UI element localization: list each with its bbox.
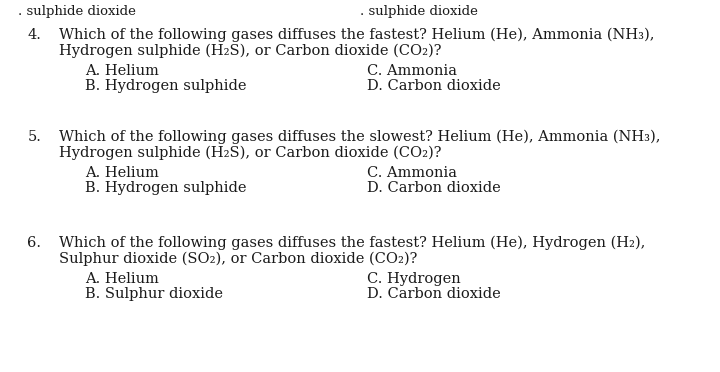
Text: . sulphide dioxide: . sulphide dioxide [360,5,478,18]
Text: Sulphur dioxide (SO₂), or Carbon dioxide (CO₂)?: Sulphur dioxide (SO₂), or Carbon dioxide… [59,252,418,266]
Text: B. Hydrogen sulphide: B. Hydrogen sulphide [85,181,246,195]
Text: C. Ammonia: C. Ammonia [367,166,457,180]
Text: A. Helium: A. Helium [85,166,159,180]
Text: Which of the following gases diffuses the fastest? Helium (He), Hydrogen (H₂),: Which of the following gases diffuses th… [59,236,645,250]
Text: B. Sulphur dioxide: B. Sulphur dioxide [85,287,223,301]
Text: Hydrogen sulphide (H₂S), or Carbon dioxide (CO₂)?: Hydrogen sulphide (H₂S), or Carbon dioxi… [59,146,441,160]
Text: B. Hydrogen sulphide: B. Hydrogen sulphide [85,79,246,93]
Text: D. Carbon dioxide: D. Carbon dioxide [367,79,501,93]
Text: C. Ammonia: C. Ammonia [367,64,457,78]
Text: C. Hydrogen: C. Hydrogen [367,272,461,286]
Text: D. Carbon dioxide: D. Carbon dioxide [367,181,501,195]
Text: Hydrogen sulphide (H₂S), or Carbon dioxide (CO₂)?: Hydrogen sulphide (H₂S), or Carbon dioxi… [59,44,441,58]
Text: Which of the following gases diffuses the slowest? Helium (He), Ammonia (NH₃),: Which of the following gases diffuses th… [59,130,660,144]
Text: . sulphide dioxide: . sulphide dioxide [18,5,136,18]
Text: 4.: 4. [27,28,41,42]
Text: 6.: 6. [27,236,41,250]
Text: D. Carbon dioxide: D. Carbon dioxide [367,287,501,301]
Text: A. Helium: A. Helium [85,272,159,286]
Text: 5.: 5. [27,130,41,144]
Text: Which of the following gases diffuses the fastest? Helium (He), Ammonia (NH₃),: Which of the following gases diffuses th… [59,28,654,42]
Text: A. Helium: A. Helium [85,64,159,78]
